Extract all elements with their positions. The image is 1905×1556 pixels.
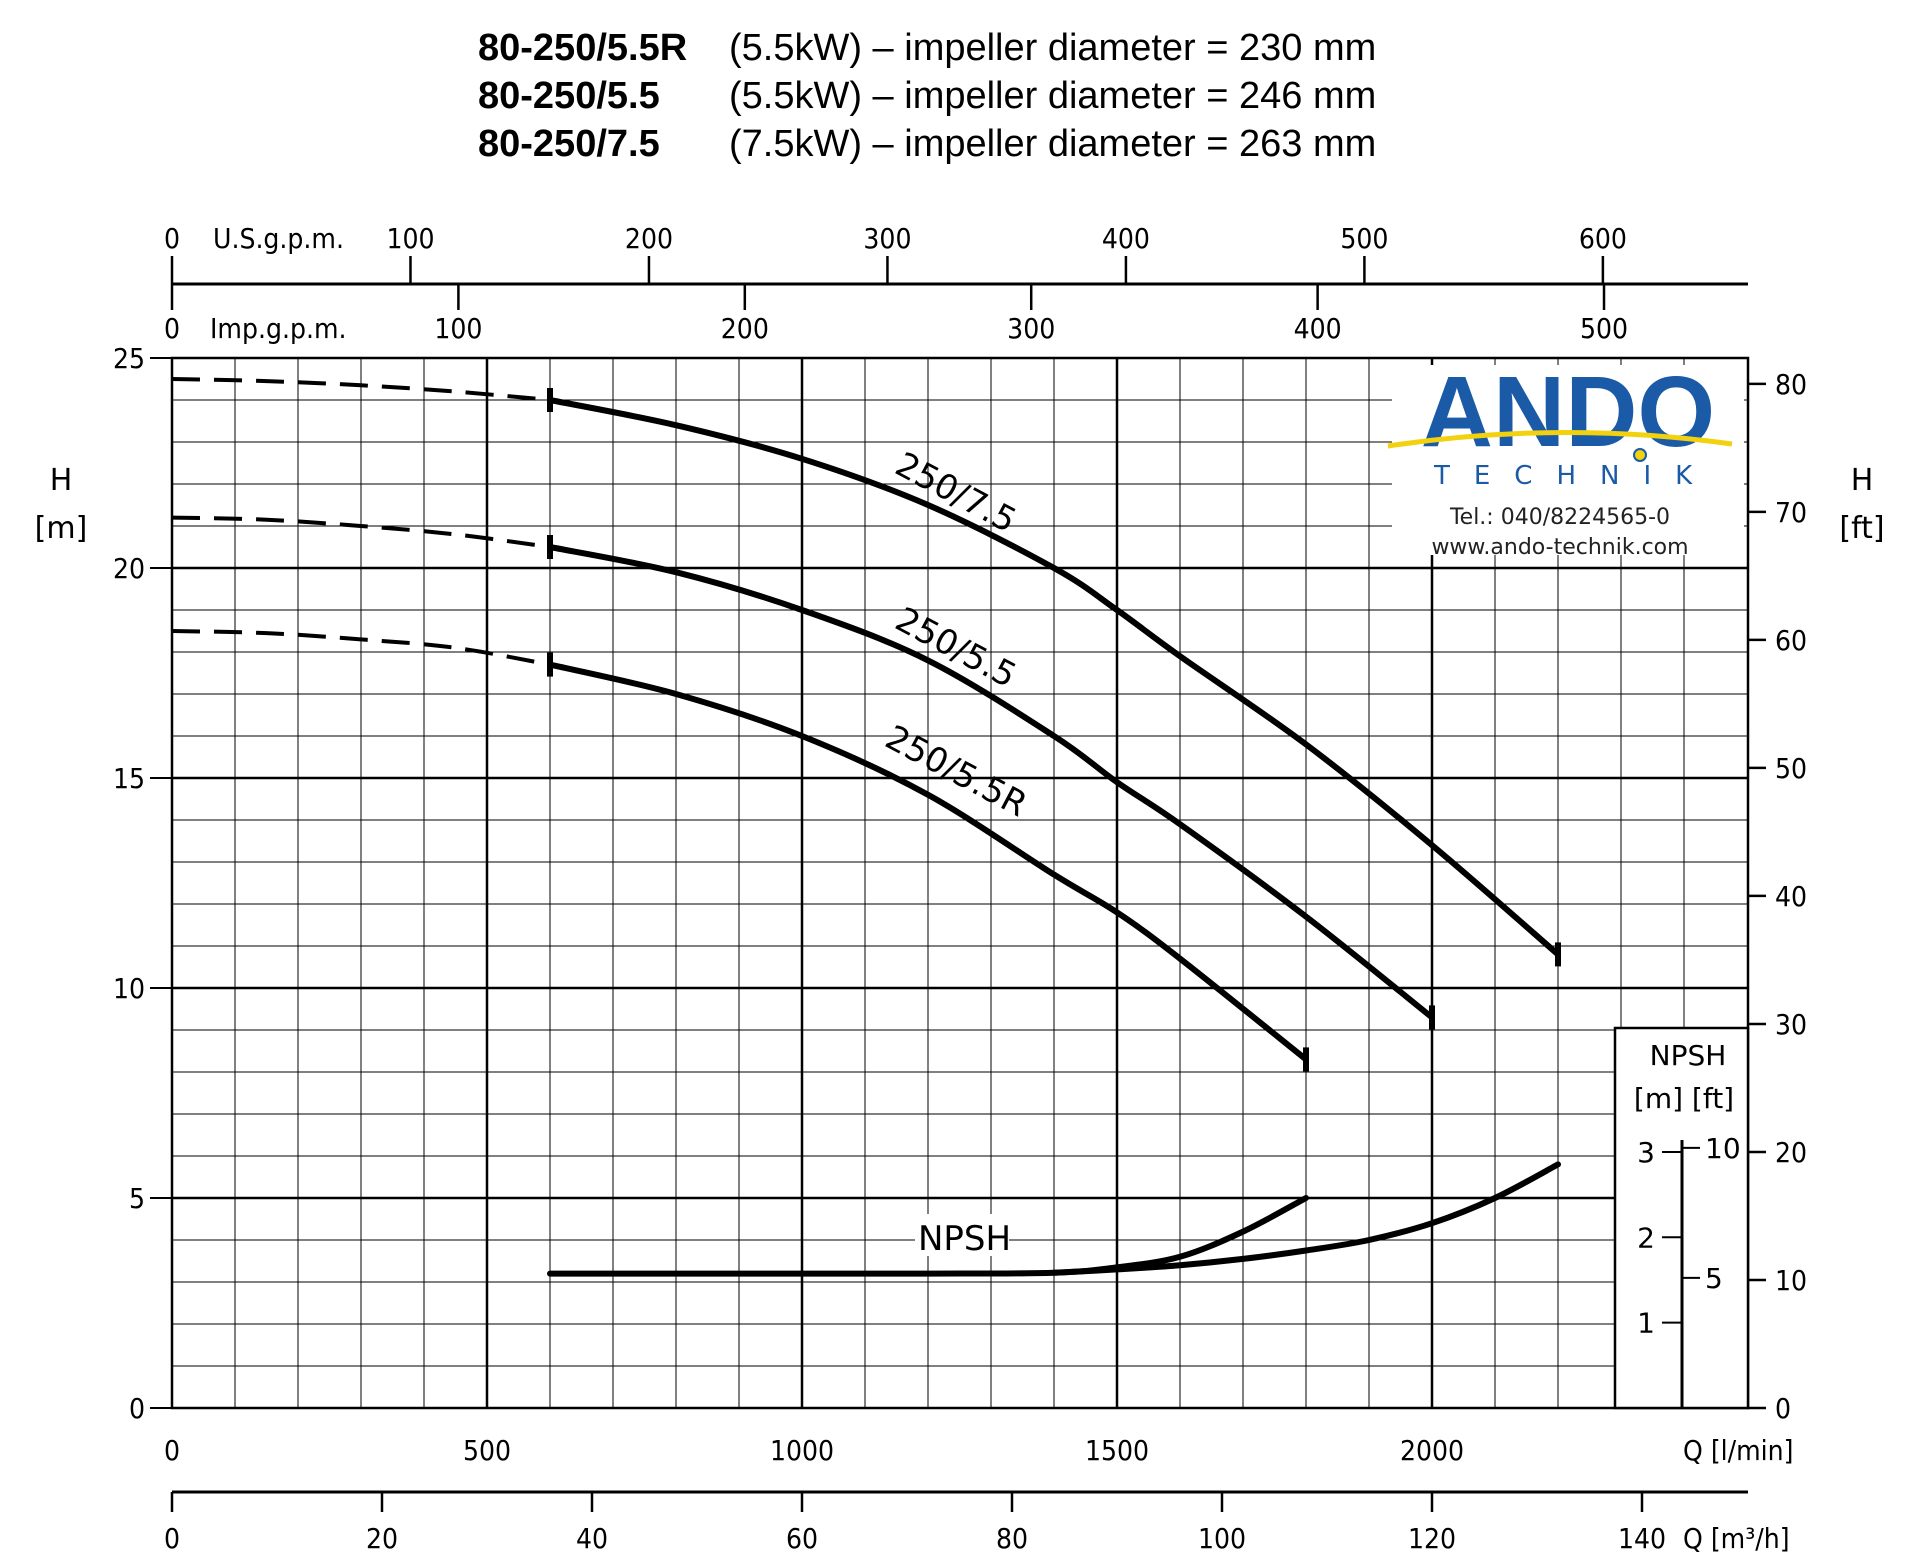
curve-npsh-4 (1051, 1161, 1561, 1276)
top2-axis-title: Imp.g.p.m. (210, 312, 347, 345)
title-detail-3: (7.5kW) – impeller diameter = 263 mm (729, 123, 1376, 165)
right-axis-title-unit: [ft] (1839, 511, 1884, 546)
right-tick-label: 50 (1775, 752, 1807, 785)
right-tick-label: 80 (1775, 368, 1807, 401)
bottom2-axis: Q [m³/h] (172, 1490, 1790, 1555)
title-detail-1: (5.5kW) – impeller diameter = 230 mm (729, 27, 1376, 69)
title-model-3: 80-250/7.5 (478, 123, 660, 165)
bottom2-tick-label: 100 (1198, 1522, 1246, 1555)
curves (171, 377, 1561, 1277)
bottom2-tick-label: 120 (1408, 1522, 1456, 1555)
bottom2-tick-label: 140 (1618, 1522, 1666, 1555)
top1-tick-label: 300 (863, 222, 911, 255)
npsh-box-ticks: 1 2 3 5 10 (1637, 1132, 1740, 1340)
npsh-box-title: NPSH (1650, 1039, 1727, 1072)
left-tick-label: 0 (129, 1392, 145, 1425)
npsh-ft-tick-label: 10 (1705, 1132, 1741, 1165)
right-tick-label: 60 (1775, 624, 1807, 657)
curve-dashed-250-5-5r (171, 629, 551, 667)
npsh-m-tick-label: 1 (1637, 1307, 1655, 1340)
top2-tick-label: 400 (1294, 312, 1342, 345)
top1-tick-label: 100 (386, 222, 434, 255)
curve-label-250-7-5: 250/7.5 (889, 445, 1023, 542)
curve-npsh-3 (547, 1195, 1309, 1277)
left-axis-title-unit: [m] (35, 511, 88, 546)
left-axis-title-h: H (50, 463, 73, 498)
bottom-tick-label: 500 (463, 1434, 511, 1467)
left-tick-label: 10 (113, 972, 145, 1005)
chart-title: 80-250/5.5R (5.5kW) – impeller diameter … (478, 27, 1376, 165)
npsh-scale-box: NPSH [m] [ft] 1 2 3 5 10 (1613, 1026, 1750, 1410)
top2-tick-label: 300 (1007, 312, 1055, 345)
top1-axis-title: U.S.g.p.m. (213, 222, 344, 255)
logo-web: www.ando-technik.com (1431, 535, 1688, 560)
left-tick-label: 5 (129, 1182, 145, 1215)
top1-tick-label: 500 (1340, 222, 1388, 255)
logo-dot (1633, 448, 1647, 462)
right-tick-label: 20 (1775, 1136, 1807, 1169)
right-tick-label: 30 (1775, 1008, 1807, 1041)
bottom2-tick-label: 80 (996, 1522, 1028, 1555)
logo-backdrop (1392, 365, 1744, 555)
bottom2-tick-label: 0 (164, 1522, 180, 1555)
right-tick-label: 70 (1775, 496, 1807, 529)
plot-frame (170, 356, 1750, 1410)
bottom-tick-label: 0 (164, 1434, 180, 1467)
right-tick-label: 0 (1775, 1392, 1791, 1425)
right-tick-label: 10 (1775, 1264, 1807, 1297)
left-tick-label: 25 (113, 342, 145, 375)
npsh-label-backdrop (915, 1214, 1009, 1256)
top2-tick-label: 500 (1580, 312, 1628, 345)
left-tick-label: 15 (113, 762, 145, 795)
title-model-1: 80-250/5.5R (478, 27, 687, 69)
logo-swoosh (1387, 429, 1733, 449)
bottom-tick-label: 1500 (1085, 1434, 1149, 1467)
curve-label-250-5-5: 250/5.5 (889, 600, 1023, 697)
curve-dashed-250-5-5 (171, 515, 551, 549)
bottom-tick-label: 2000 (1400, 1434, 1464, 1467)
bottom2-tick-label: 40 (576, 1522, 608, 1555)
top2-tick-label: 200 (721, 312, 769, 345)
curve-250-7-5-0 (547, 397, 1561, 958)
npsh-ft-tick-label: 5 (1705, 1262, 1723, 1295)
logo-sub: TECHNIK (1433, 461, 1716, 491)
curve-label-npsh: NPSH (918, 1219, 1011, 1259)
title-detail-2: (5.5kW) – impeller diameter = 246 mm (729, 75, 1376, 117)
left-tick-label: 20 (113, 552, 145, 585)
curve-250-5-5-1 (547, 544, 1435, 1021)
bottom2-tick-label: 20 (366, 1522, 398, 1555)
top2-tick-label: 0 (164, 312, 180, 345)
title-model-2: 80-250/5.5 (478, 75, 660, 117)
logo-phone: Tel.: 040/8224565-0 (1449, 505, 1670, 530)
top2-tick-label: 100 (434, 312, 482, 345)
right-tick-label: 40 (1775, 880, 1807, 913)
top1-tick-label: 400 (1102, 222, 1150, 255)
bottom2-tick-label: 60 (786, 1522, 818, 1555)
bottom-axis-title: Q [l/min] (1683, 1434, 1793, 1467)
npsh-m-tick-label: 2 (1637, 1221, 1655, 1254)
bottom-tick-label: 1000 (770, 1434, 834, 1467)
curve-dashed-250-7-5 (171, 377, 551, 402)
bottom2-axis-title: Q [m³/h] (1683, 1522, 1790, 1555)
npsh-m-tick-label: 3 (1637, 1136, 1655, 1169)
ando-technik-logo: ANDO TECHNIK Tel.: 040/8224565-0 www.and… (1387, 356, 1744, 560)
right-axis-title-h: H (1851, 463, 1874, 498)
curve-250-5-5r-2 (547, 661, 1309, 1063)
top1-tick-label: 200 (625, 222, 673, 255)
top-axes: U.S.g.p.m. Imp.g.p.m. (172, 222, 1748, 345)
top1-tick-label: 600 (1579, 222, 1627, 255)
npsh-box-units: [m] [ft] (1634, 1082, 1734, 1115)
top1-tick-label: 0 (164, 222, 180, 255)
logo-brand: ANDO (1421, 356, 1715, 468)
